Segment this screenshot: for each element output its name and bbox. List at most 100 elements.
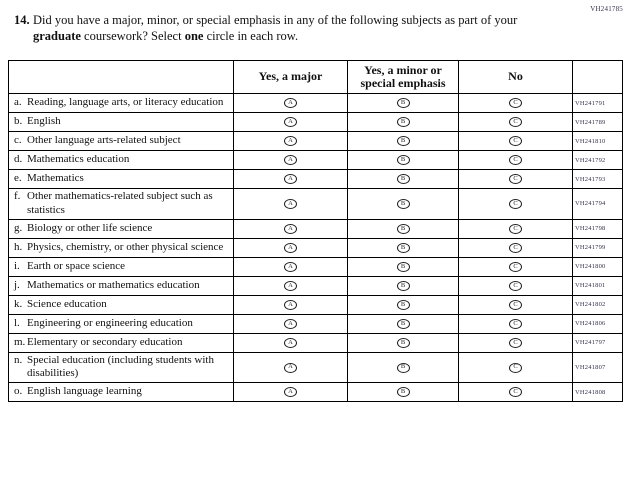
option-cell-yes-minor-or-special-emphasis: B [347, 332, 459, 353]
row-label-cell: h. Physics, chemistry, or other physical … [8, 237, 234, 258]
response-bubble-no[interactable]: C [509, 199, 522, 210]
option-cell-yes-minor-or-special-emphasis: B [347, 237, 459, 258]
bubble-letter: A [288, 199, 293, 207]
option-cell-yes-major: A [233, 112, 348, 132]
row-letter: d. [14, 153, 23, 166]
response-bubble-no[interactable]: C [509, 362, 522, 373]
response-bubble-no[interactable]: C [509, 299, 522, 310]
bubble-letter: C [513, 300, 518, 308]
response-bubble-yes-minor-or-special-emphasis[interactable]: B [396, 117, 410, 128]
bubble-letter: A [288, 319, 293, 327]
table-row: i. Earth or space science A B C VH241800 [8, 256, 623, 277]
row-letter: f. [14, 190, 21, 202]
table-row: c. Other language arts-related subject A B C… [8, 131, 623, 151]
response-bubble-yes-minor-or-special-emphasis[interactable]: B [396, 242, 410, 253]
response-bubble-no[interactable]: C [509, 174, 522, 185]
row-label: Special education (including students wi… [27, 353, 214, 380]
table-row: o. English language learning A B C VH241808 [8, 382, 623, 402]
response-bubble-yes-minor-or-special-emphasis[interactable]: B [396, 199, 410, 210]
option-cell-yes-minor-or-special-emphasis: B [347, 150, 459, 170]
row-label: Physics, chemistry, or other physical sc… [27, 240, 224, 253]
response-bubble-yes-major[interactable]: A [284, 242, 297, 253]
option-cell-no: C [458, 332, 573, 353]
row-label: Elementary or secondary education [27, 335, 183, 348]
option-cell-yes-minor-or-special-emphasis: B [347, 93, 459, 113]
response-bubble-no[interactable]: C [509, 117, 522, 128]
row-letter: l. [14, 316, 20, 329]
response-bubble-no[interactable]: C [509, 387, 522, 398]
response-bubble-yes-minor-or-special-emphasis[interactable]: B [396, 223, 410, 234]
response-bubble-yes-major[interactable]: A [284, 362, 297, 373]
bubble-letter: A [288, 224, 293, 232]
option-cell-no: C [458, 256, 573, 277]
response-bubble-yes-major[interactable]: A [284, 155, 297, 166]
option-cell-no: C [458, 169, 573, 189]
response-bubble-yes-minor-or-special-emphasis[interactable]: B [396, 174, 410, 185]
row-code: VH241800 [572, 256, 623, 277]
row-letter: c. [14, 134, 22, 147]
row-code: VH241808 [572, 382, 623, 402]
row-label: Mathematics education [27, 153, 130, 166]
response-bubble-no[interactable]: C [509, 318, 522, 329]
response-bubble-yes-minor-or-special-emphasis[interactable]: B [396, 318, 410, 329]
response-bubble-yes-minor-or-special-emphasis[interactable]: B [396, 261, 410, 272]
response-bubble-yes-minor-or-special-emphasis[interactable]: B [396, 98, 410, 109]
response-bubble-yes-major[interactable]: A [284, 280, 297, 291]
table-row: l. Engineering or engineering education A B… [8, 313, 623, 334]
response-bubble-yes-major[interactable]: A [284, 223, 297, 234]
table-row: d. Mathematics education A B C VH241792 [8, 150, 623, 170]
row-code: VH241799 [572, 237, 623, 258]
response-bubble-no[interactable]: C [509, 242, 522, 253]
response-bubble-yes-minor-or-special-emphasis[interactable]: B [396, 387, 410, 398]
response-bubble-no[interactable]: C [509, 98, 522, 109]
row-label: Mathematics or mathematics education [27, 278, 200, 291]
response-bubble-yes-major[interactable]: A [284, 318, 297, 329]
response-bubble-yes-minor-or-special-emphasis[interactable]: B [396, 155, 410, 166]
bubble-letter: C [513, 363, 518, 371]
response-bubble-no[interactable]: C [509, 280, 522, 291]
response-bubble-no[interactable]: C [509, 223, 522, 234]
response-bubble-yes-minor-or-special-emphasis[interactable]: B [396, 299, 410, 310]
bubble-letter: B [400, 118, 406, 126]
response-bubble-yes-minor-or-special-emphasis[interactable]: B [396, 280, 410, 291]
row-code: VH241801 [572, 275, 623, 296]
option-cell-yes-major: A [233, 237, 348, 258]
bubble-letter: C [513, 224, 518, 232]
response-bubble-yes-minor-or-special-emphasis[interactable]: B [396, 337, 410, 348]
option-cell-yes-minor-or-special-emphasis: B [347, 382, 459, 402]
response-bubble-no[interactable]: C [509, 155, 522, 166]
question-text-bold: graduate [33, 29, 81, 44]
option-cell-yes-major: A [233, 313, 348, 334]
response-bubble-yes-major[interactable]: A [284, 299, 297, 310]
table-row: f. Other mathematics-related subject such… [8, 188, 623, 220]
row-code: VH241797 [572, 332, 623, 353]
response-bubble-yes-major[interactable]: A [284, 337, 297, 348]
response-bubble-yes-major[interactable]: A [284, 261, 297, 272]
response-bubble-yes-major[interactable]: A [284, 199, 297, 210]
response-bubble-yes-minor-or-special-emphasis[interactable]: B [396, 136, 410, 147]
response-bubble-no[interactable]: C [509, 136, 522, 147]
response-bubble-yes-major[interactable]: A [284, 387, 297, 398]
bubble-letter: C [513, 281, 518, 289]
option-cell-yes-major: A [233, 188, 348, 220]
option-cell-yes-major: A [233, 382, 348, 402]
question-text-segment: Did you have a major, minor, or special … [33, 13, 518, 27]
bubble-letter: B [400, 99, 406, 107]
response-bubble-no[interactable]: C [509, 261, 522, 272]
response-bubble-yes-major[interactable]: A [284, 174, 297, 185]
response-bubble-yes-major[interactable]: A [284, 117, 297, 128]
bubble-letter: A [288, 262, 293, 270]
response-bubble-yes-major[interactable]: A [284, 136, 297, 147]
header-cell-code [572, 60, 623, 94]
row-letter: i. [14, 259, 20, 272]
response-bubble-yes-minor-or-special-emphasis[interactable]: B [396, 362, 410, 373]
bubble-letter: B [400, 319, 406, 327]
bubble-letter: B [400, 199, 406, 207]
bubble-letter: C [513, 156, 518, 164]
option-cell-yes-major: A [233, 275, 348, 296]
response-bubble-yes-major[interactable]: A [284, 98, 297, 109]
header-cell-yes-major: Yes, a major [233, 60, 348, 94]
table-row: g. Biology or other life science A B C VH2417… [8, 218, 623, 239]
response-bubble-no[interactable]: C [509, 337, 522, 348]
option-cell-yes-minor-or-special-emphasis: B [347, 188, 459, 220]
